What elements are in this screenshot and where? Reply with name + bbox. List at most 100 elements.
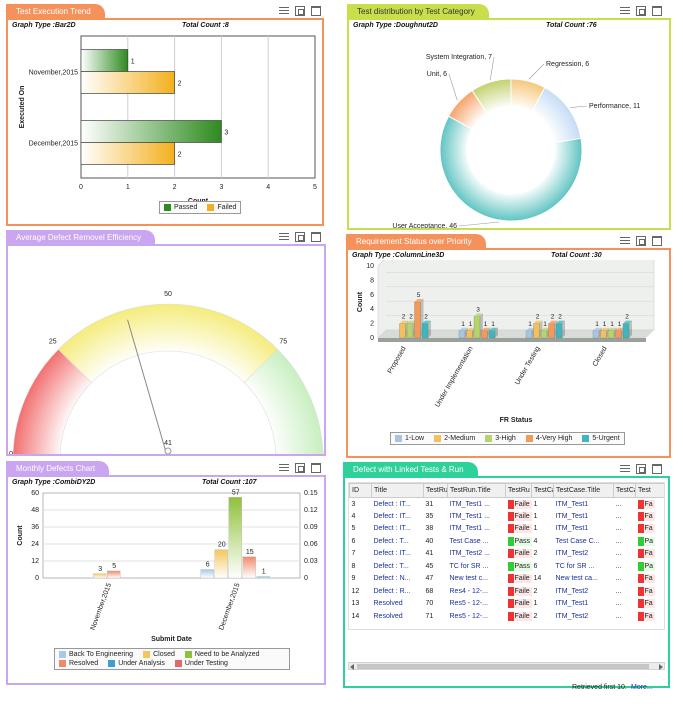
scrollbar-thumb[interactable] [357,664,649,669]
table-cell[interactable]: Test Case C... [555,537,600,545]
export-icon[interactable] [636,236,646,246]
table-cell: 1 [533,500,538,508]
table-cell[interactable]: ITM_Test1 [555,600,589,608]
y2-tick-label: 0.12 [304,507,318,514]
retrieved-text: Retrieved first 10. [572,684,627,691]
panel-linked-defects: Defect with Linked Tests & Run ID Title Te… [343,462,670,691]
table-row[interactable]: 7 Defect : IT... 41 ITM_Test2 ... Faile 2 ITM_… [350,548,665,561]
column-header[interactable]: TestCa [531,483,554,498]
table-row[interactable]: 8 Defect : T... 45 TC for SR ... Pass 6 TC for… [350,560,665,573]
menu-icon[interactable] [279,6,289,16]
legend-item[interactable]: 5-Urgent [582,435,620,442]
table-cell[interactable]: New test ca... [555,575,598,583]
x-tick-label: Proposed [387,345,408,375]
table-cell[interactable]: Defect : IT... [373,550,411,558]
table-cell[interactable]: ITM_Test1 ... [449,500,490,508]
maximize-icon[interactable] [652,6,662,16]
scrollbar-right-arrow[interactable] [659,664,663,670]
column-header[interactable]: Test [635,483,664,498]
table-cell[interactable]: Defect : IT... [373,525,411,533]
table-row[interactable]: 14 Resolved 71 Res5 - 12-... Faile 2 ITM_Test2… [350,610,665,623]
menu-icon[interactable] [620,6,630,16]
table-cell[interactable]: Defect : R... [373,587,411,595]
table-cell[interactable]: Defect : T... [373,537,409,545]
more-link[interactable]: More... [631,684,653,691]
table-cell[interactable]: ITM_Test1 [555,525,589,533]
menu-icon[interactable] [279,463,289,473]
column-header[interactable]: TestCa [613,483,636,498]
table-cell[interactable]: Defect : N... [373,575,411,583]
legend-item[interactable]: 3-High [485,435,516,442]
panel-requirement-status: Requirement Status over Priority Graph T… [346,234,671,458]
maximize-icon[interactable] [311,463,321,473]
table-row[interactable]: 12 Defect : R... 68 Res4 - 12-... Faile 2 ITM_… [350,585,665,598]
table-cell: 45 [425,562,434,570]
table-cell[interactable]: Res5 - 12-... [449,600,489,608]
table-cell[interactable]: New test c... [449,575,489,583]
column-header[interactable]: Title [371,483,424,498]
column-header[interactable]: TestRun [423,483,448,498]
column-front [615,330,622,339]
legend-item[interactable]: Failed [207,204,236,211]
table-row[interactable]: 9 Defect : N... 47 New test c... Faile 14 New … [350,573,665,586]
legend-item[interactable]: 2-Medium [434,435,475,442]
data-label: 2 [558,314,562,321]
table-cell[interactable]: Defect : T... [373,562,409,570]
export-icon[interactable] [295,463,305,473]
table-row[interactable]: 6 Defect : T... 40 Test Case ... Pass 4 Test C… [350,535,665,548]
export-icon[interactable] [295,6,305,16]
table-cell[interactable]: ITM_Test1 ... [449,525,490,533]
table-cell[interactable]: ITM_Test1 [555,512,589,520]
table-cell[interactable]: TC for SR ... [555,562,595,570]
scrollbar-left-arrow[interactable] [350,664,354,670]
menu-icon[interactable] [279,232,289,242]
table-cell[interactable]: Res4 - 12-... [449,587,489,595]
table-cell[interactable]: ITM_Test1 [555,500,589,508]
maximize-icon[interactable] [652,236,662,246]
maximize-icon[interactable] [652,464,662,474]
column-header[interactable]: TestRu [505,483,532,498]
export-icon[interactable] [636,6,646,16]
maximize-icon[interactable] [311,6,321,16]
table-cell[interactable]: ITM_Test2 [555,587,589,595]
horizontal-scrollbar[interactable] [348,662,665,670]
table-cell[interactable]: Defect : IT... [373,500,411,508]
y-tick-label: 10 [366,263,374,270]
table-cell[interactable]: ITM_Test2 ... [449,550,490,558]
menu-icon[interactable] [620,236,630,246]
legend-item[interactable]: Under Testing [174,660,228,667]
column-header[interactable]: ID [349,483,372,498]
column-header[interactable]: TestCase.Title [553,483,614,498]
table-cell[interactable]: ITM_Test2 [555,612,589,620]
export-icon[interactable] [295,232,305,242]
menu-icon[interactable] [620,464,630,474]
slice-connector [458,221,500,227]
legend-item[interactable]: Under Analysis [108,660,165,667]
export-icon[interactable] [636,464,646,474]
table-cell[interactable]: TC for SR ... [449,562,489,570]
table-row[interactable]: 3 Defect : IT... 31 ITM_Test1 ... Faile 1 ITM_… [350,498,665,511]
legend-item[interactable]: Closed [143,651,175,658]
table-row[interactable]: 13 Resolved 70 Res5 - 12-... Faile 1 ITM_Test1… [350,598,665,611]
table-row[interactable]: 5 Defect : IT... 38 ITM_Test1 ... Faile 1 ITM_… [350,523,665,536]
column-top [407,320,416,324]
legend-item[interactable]: Passed [164,204,197,211]
status-badge: Faile [507,599,532,609]
table-cell[interactable]: Resolved [373,600,403,608]
table-cell[interactable]: ITM_Test1 ... [449,512,490,520]
legend-item[interactable]: Resolved [59,660,98,667]
table-cell[interactable]: Res5 - 12-... [449,612,489,620]
table-row[interactable]: 4 Defect : IT... 35 ITM_Test1 ... Faile 1 ITM_… [350,510,665,523]
table-cell[interactable]: ITM_Test2 [555,550,589,558]
column-header[interactable]: TestRun.Title [447,483,506,498]
status-badge: Pa [637,536,656,546]
table-cell[interactable]: Defect : IT... [373,512,411,520]
legend-item[interactable]: Back To Engineering [59,651,133,658]
legend-item[interactable]: 4-Very High [525,435,572,442]
legend-item[interactable]: Need to be Analyzed [184,651,260,658]
maximize-icon[interactable] [311,232,321,242]
table-cell[interactable]: Resolved [373,612,403,620]
legend-item[interactable]: 1-Low [395,435,424,442]
total-count: Total Count :76 [546,22,597,29]
table-cell[interactable]: Test Case ... [449,537,489,545]
